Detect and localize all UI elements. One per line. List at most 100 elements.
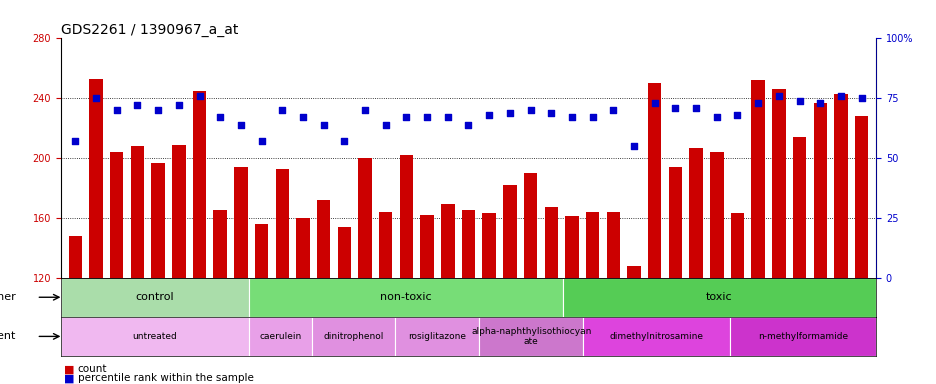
Bar	[193, 91, 206, 278]
Bar	[729, 317, 875, 356]
Point	[89, 95, 104, 101]
Bar	[61, 317, 249, 356]
Point	[626, 143, 641, 149]
Point	[399, 114, 414, 121]
Bar	[585, 212, 599, 278]
Point	[212, 114, 227, 121]
Bar	[626, 266, 640, 278]
Point	[543, 109, 558, 116]
Point	[647, 100, 662, 106]
Bar	[337, 227, 351, 278]
Point	[254, 138, 269, 144]
Point	[770, 93, 785, 99]
Bar	[523, 173, 536, 278]
Text: dinitrophenol: dinitrophenol	[323, 332, 384, 341]
Point	[667, 105, 682, 111]
Bar	[400, 155, 413, 278]
Bar	[564, 216, 578, 278]
Bar	[358, 158, 372, 278]
Point	[67, 138, 82, 144]
Bar	[61, 278, 249, 317]
Bar	[792, 137, 805, 278]
Bar	[544, 207, 558, 278]
Bar	[689, 147, 702, 278]
Bar	[461, 210, 475, 278]
Point	[337, 138, 352, 144]
Bar	[249, 278, 562, 317]
Point	[709, 114, 724, 121]
Bar	[648, 83, 661, 278]
Point	[151, 107, 166, 113]
Bar	[583, 317, 729, 356]
Bar	[751, 80, 764, 278]
Point	[171, 102, 186, 108]
Text: untreated: untreated	[133, 332, 177, 341]
Text: rosiglitazone: rosiglitazone	[408, 332, 465, 341]
Text: GDS2261 / 1390967_a_at: GDS2261 / 1390967_a_at	[61, 23, 238, 37]
Bar	[131, 146, 144, 278]
Bar	[854, 116, 868, 278]
Bar	[234, 167, 247, 278]
Bar	[172, 145, 185, 278]
Point	[440, 114, 455, 121]
Bar	[249, 317, 312, 356]
Bar	[668, 167, 681, 278]
Text: alpha-naphthylisothiocyan
ate: alpha-naphthylisothiocyan ate	[471, 327, 591, 346]
Point	[688, 105, 703, 111]
Bar	[255, 224, 268, 278]
Point	[192, 93, 207, 99]
Text: caerulein: caerulein	[259, 332, 301, 341]
Point	[854, 95, 869, 101]
Point	[729, 112, 744, 118]
Text: percentile rank within the sample: percentile rank within the sample	[78, 373, 254, 383]
Bar	[395, 317, 478, 356]
Point	[832, 93, 847, 99]
Point	[502, 109, 517, 116]
Point	[750, 100, 765, 106]
Bar	[606, 212, 620, 278]
Bar	[296, 218, 310, 278]
Point	[233, 121, 248, 127]
Text: agent: agent	[0, 331, 16, 341]
Bar	[709, 152, 723, 278]
Text: other: other	[0, 292, 16, 302]
Bar	[378, 212, 392, 278]
Point	[378, 121, 393, 127]
Bar	[89, 79, 103, 278]
Text: ■: ■	[64, 373, 74, 383]
Bar	[68, 236, 82, 278]
Text: toxic: toxic	[705, 292, 732, 302]
Point	[522, 107, 537, 113]
Text: dimethylnitrosamine: dimethylnitrosamine	[609, 332, 703, 341]
Bar	[441, 204, 454, 278]
Point	[461, 121, 475, 127]
Bar	[213, 210, 227, 278]
Point	[812, 100, 826, 106]
Point	[584, 114, 599, 121]
Point	[295, 114, 310, 121]
Text: n-methylformamide: n-methylformamide	[757, 332, 847, 341]
Text: count: count	[78, 364, 107, 374]
Bar	[316, 200, 330, 278]
Bar	[420, 215, 433, 278]
Point	[791, 98, 806, 104]
Point	[110, 107, 124, 113]
Bar	[833, 94, 847, 278]
Bar	[478, 317, 583, 356]
Bar	[503, 185, 516, 278]
Point	[274, 107, 289, 113]
Bar	[771, 89, 784, 278]
Bar	[730, 214, 743, 278]
Bar	[152, 162, 165, 278]
Point	[481, 112, 496, 118]
Point	[130, 102, 145, 108]
Point	[419, 114, 434, 121]
Text: ■: ■	[64, 364, 74, 374]
Bar	[482, 214, 495, 278]
Point	[606, 107, 621, 113]
Bar	[562, 278, 875, 317]
Point	[563, 114, 578, 121]
Bar	[110, 152, 124, 278]
Bar	[812, 103, 826, 278]
Point	[315, 121, 330, 127]
